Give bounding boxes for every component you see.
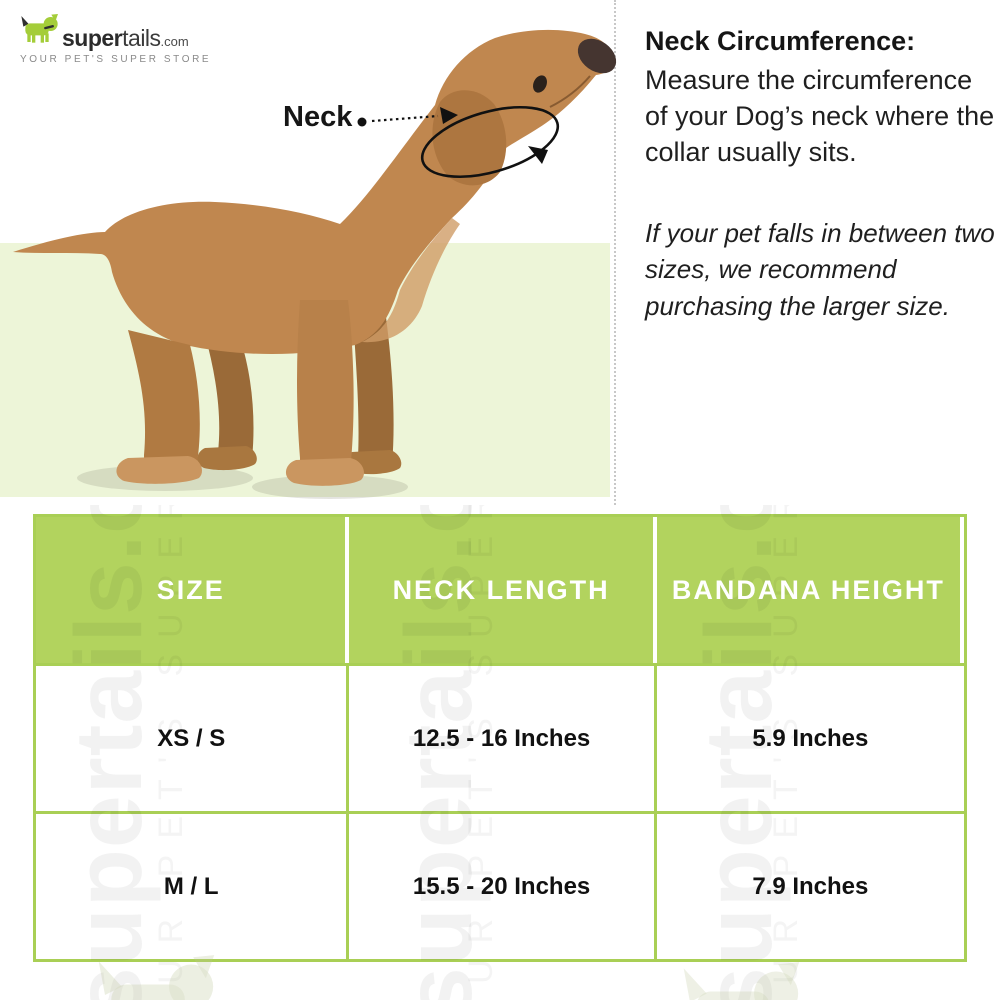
dog-eye — [533, 75, 547, 93]
watermark-dog-icon — [683, 962, 800, 1000]
neck-ellipse-annotation — [420, 106, 560, 178]
neck-label: Neck — [283, 101, 353, 133]
instructions-note: If your pet falls in between two sizes, … — [645, 217, 995, 322]
neck-leader-line — [357, 114, 439, 127]
brand-wordmark: supertails.com — [62, 27, 189, 50]
table-header-size: SIZE — [36, 517, 350, 663]
table-cell-neck-length-xs-s: 12.5 - 16 Inches — [349, 663, 657, 811]
brand-word-super: super — [62, 25, 123, 51]
size-table: SIZE NECK LENGTH BANDANA HEIGHT XS / S 1… — [33, 514, 967, 962]
instructions-body: Measure the circumference of your Dog’s … — [645, 65, 995, 168]
table-header-bandana-height: BANDANA HEIGHT — [656, 517, 964, 663]
table-header-neck-length: NECK LENGTH — [349, 517, 657, 663]
instructions-title: Neck Circumference: — [645, 26, 916, 56]
watermark-text-big: supertails.com — [989, 505, 1000, 1000]
table-cell-bandana-height-m-l: 7.9 Inches — [656, 811, 964, 959]
brand-word-tails: tails — [122, 25, 161, 51]
instructions-panel: Neck Circumference: Measure the circumfe… — [645, 26, 997, 325]
supertails-dog-icon — [21, 14, 58, 43]
dog-nose — [577, 38, 617, 74]
table-cell-neck-length-m-l: 15.5 - 20 Inches — [349, 811, 657, 959]
table-cell-size-xs-s: XS / S — [36, 663, 350, 811]
vertical-dotted-divider — [614, 0, 616, 505]
brand-logo: supertails.com YOUR PET'S SUPER STORE — [20, 10, 280, 65]
table-cell-bandana-height-xs-s: 5.9 Inches — [656, 663, 964, 811]
brand-tagline: YOUR PET'S SUPER STORE — [20, 54, 212, 65]
brand-word-tld: .com — [160, 34, 189, 49]
dog-photo — [13, 29, 617, 499]
table-cell-size-m-l: M / L — [36, 811, 350, 959]
